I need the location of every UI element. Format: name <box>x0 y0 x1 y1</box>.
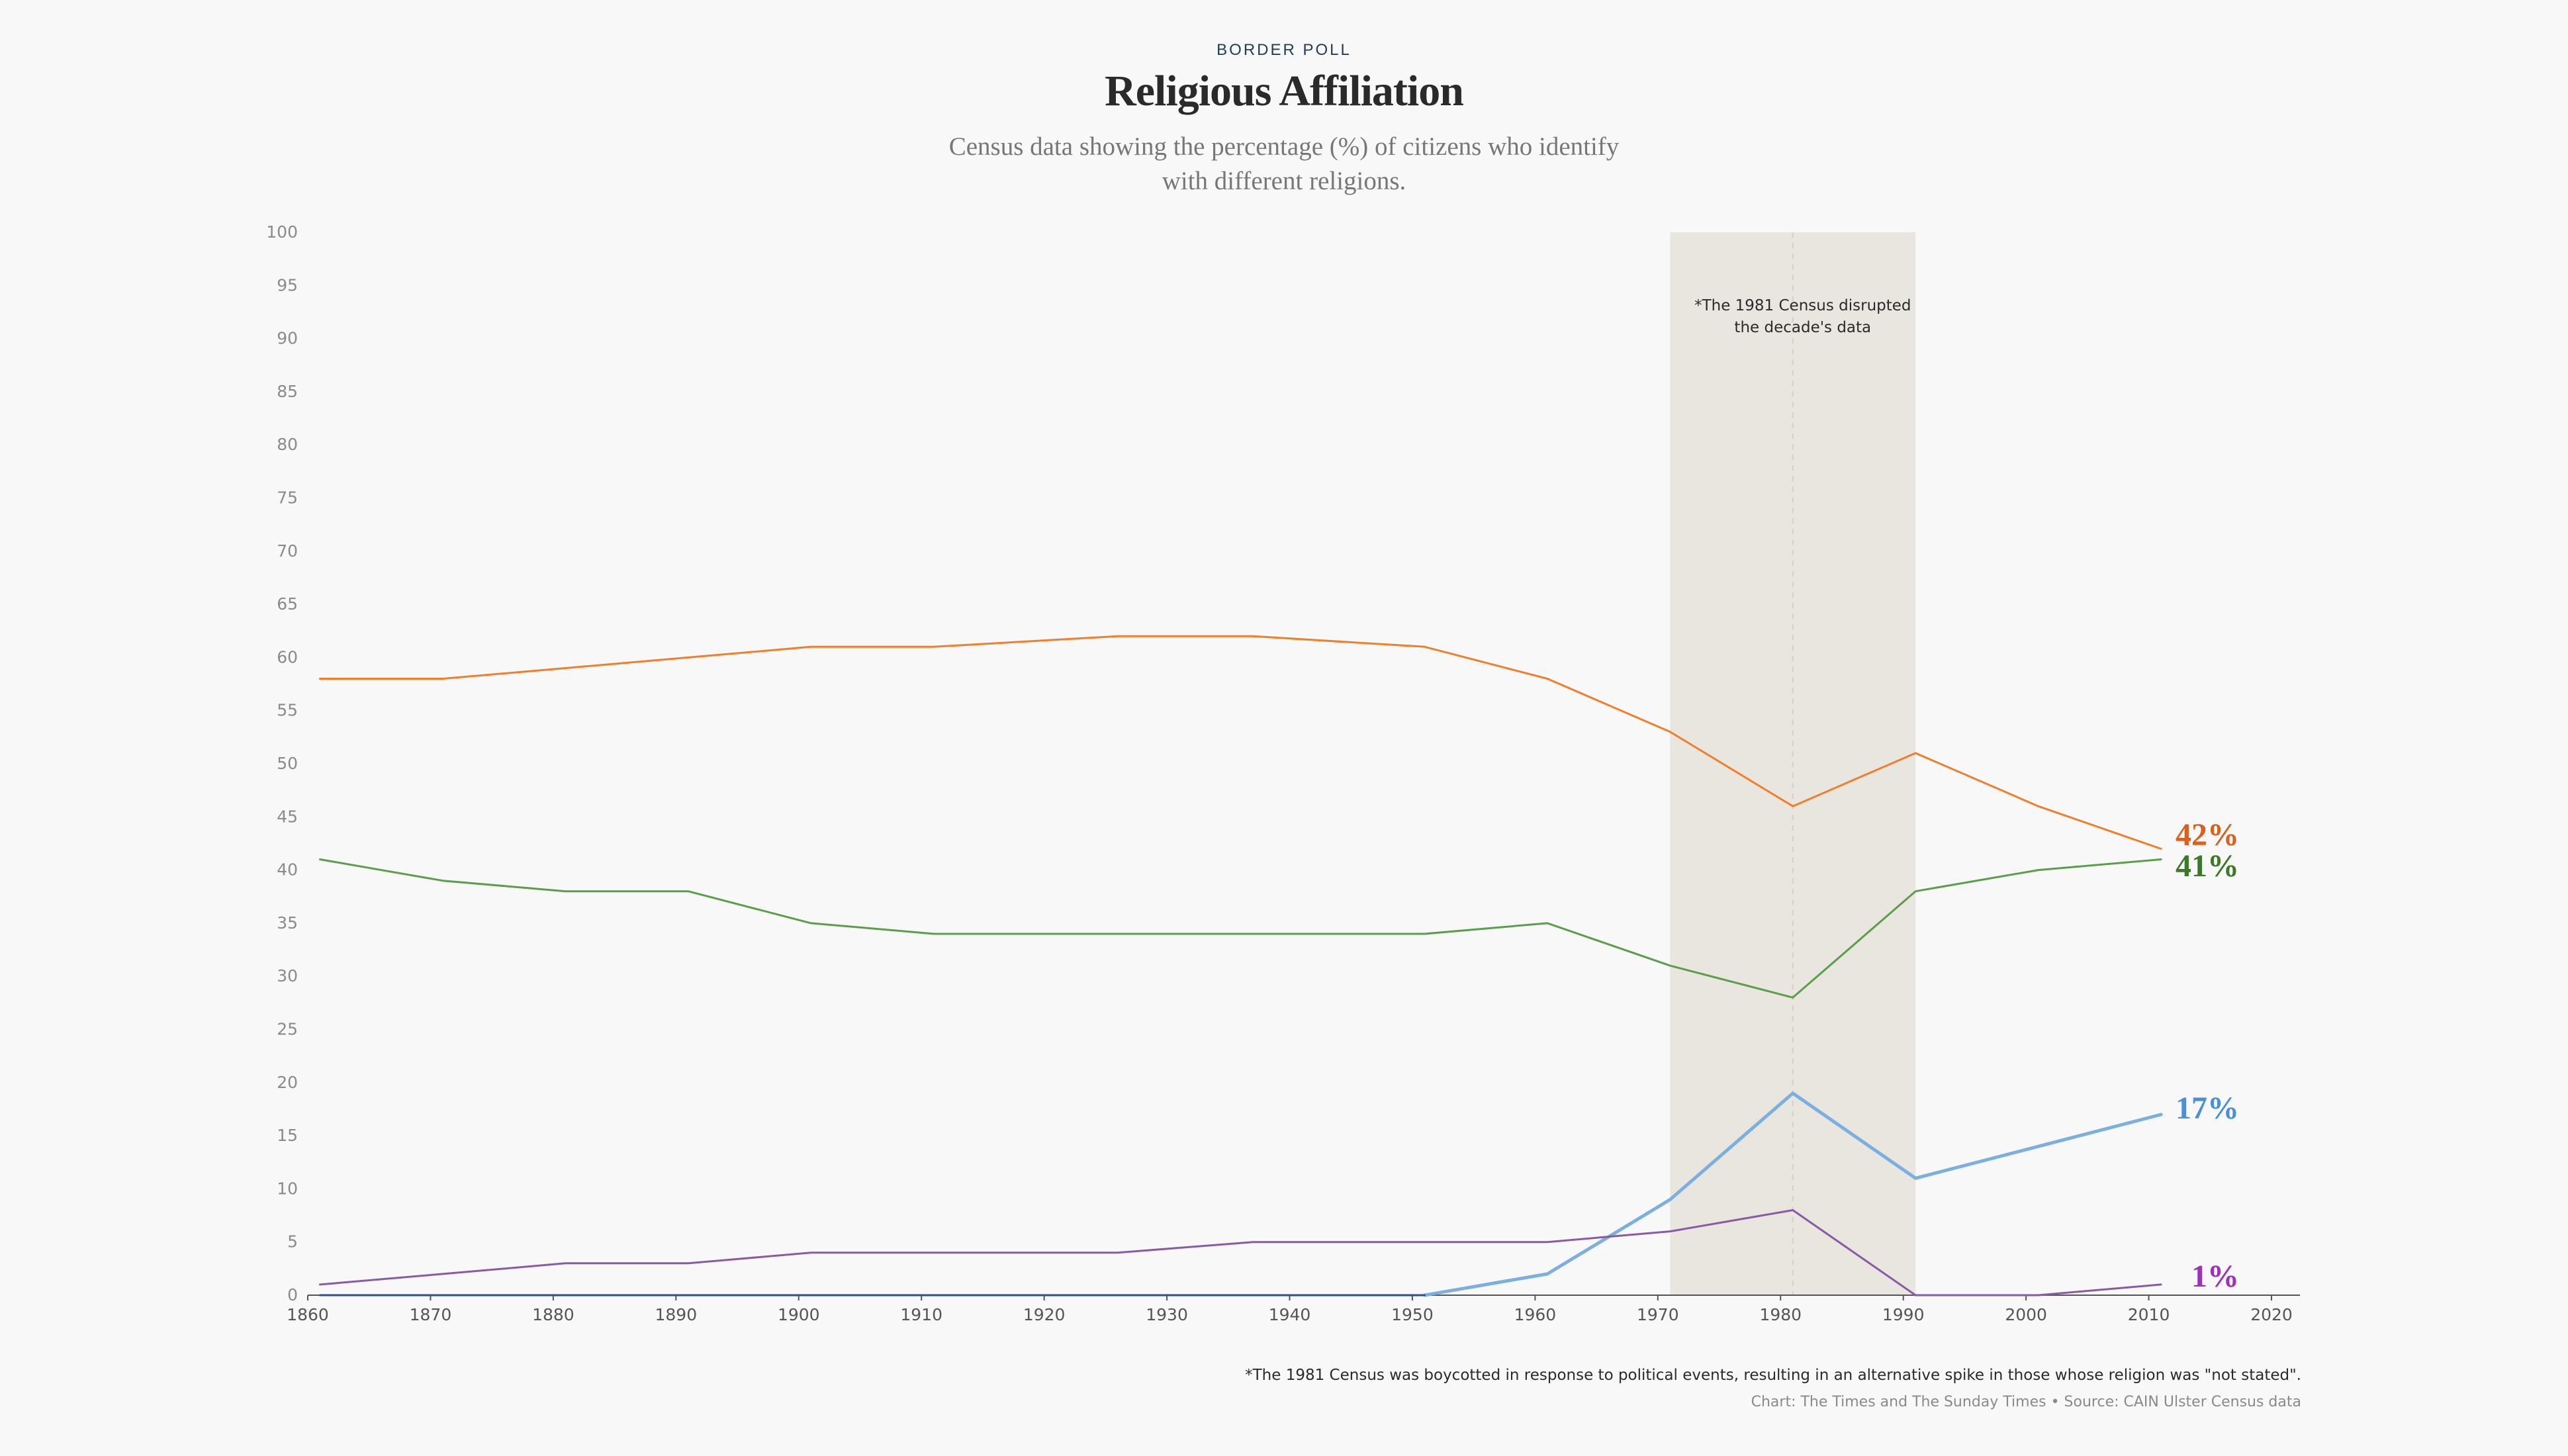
series-end-label: 17% <box>2176 1091 2239 1126</box>
x-tick-label: 1890 <box>655 1305 698 1324</box>
y-tick-label: 10 <box>277 1179 298 1198</box>
series-end-label: 1% <box>2191 1259 2239 1294</box>
series-line-2 <box>1423 1091 2163 1297</box>
y-tick-label: 25 <box>277 1020 298 1039</box>
x-tick-label: 2020 <box>2250 1305 2293 1324</box>
series-end-label: 41% <box>2176 848 2239 884</box>
y-tick-label: 65 <box>277 594 298 614</box>
x-tick-label: 2000 <box>2005 1305 2047 1324</box>
y-tick-label: 0 <box>287 1285 298 1304</box>
y-tick-label: 15 <box>277 1126 298 1145</box>
y-tick-label: 90 <box>277 329 298 348</box>
x-tick-label: 1950 <box>1391 1305 1434 1324</box>
x-tick-label: 1910 <box>900 1305 942 1324</box>
source-credit: Chart: The Times and The Sunday Times • … <box>1751 1394 2301 1410</box>
y-tick-label: 55 <box>277 701 298 720</box>
series-end-label: 42% <box>2176 817 2239 852</box>
x-tick-label: 1960 <box>1514 1305 1557 1324</box>
y-tick-label: 35 <box>277 913 298 933</box>
x-tick-label: 2010 <box>2128 1305 2170 1324</box>
y-tick-label: 5 <box>287 1232 298 1251</box>
y-tick-label: 60 <box>277 647 298 666</box>
x-tick-label: 1940 <box>1269 1305 1311 1324</box>
y-tick-label: 100 <box>266 222 298 242</box>
y-tick-label: 75 <box>277 488 298 508</box>
y-tick-label: 20 <box>277 1073 298 1092</box>
x-tick-label: 1980 <box>1759 1305 1802 1324</box>
band-annotation-line: the decade's data <box>1734 319 1871 336</box>
y-tick-label: 40 <box>277 860 298 880</box>
y-tick-label: 80 <box>277 435 298 454</box>
series-line-0 <box>319 635 2162 850</box>
x-tick-label: 1860 <box>287 1305 329 1324</box>
x-tick-label: 1870 <box>410 1305 452 1324</box>
x-tick-label: 1920 <box>1023 1305 1066 1324</box>
y-tick-label: 50 <box>277 754 298 773</box>
eyebrow-label: BORDER POLL <box>1216 41 1352 59</box>
x-tick-label: 1930 <box>1146 1305 1188 1324</box>
x-tick-label: 1990 <box>1882 1305 1925 1324</box>
y-tick-label: 30 <box>277 966 298 985</box>
x-tick-label: 1880 <box>532 1305 574 1324</box>
series-line-3 <box>319 1209 2162 1297</box>
y-tick-label: 95 <box>277 275 298 295</box>
x-tick-label: 1970 <box>1637 1305 1679 1324</box>
footnote: *The 1981 Census was boycotted in respon… <box>1245 1367 2301 1384</box>
chart-title: Religious Affiliation <box>1105 67 1464 115</box>
y-tick-label: 85 <box>277 382 298 401</box>
y-tick-label: 70 <box>277 541 298 561</box>
series-line-1 <box>319 858 2162 999</box>
y-tick-label: 45 <box>277 807 298 826</box>
chart-subtitle: Census data showing the percentage (%) o… <box>948 132 1620 195</box>
band-annotation-line: *The 1981 Census disrupted <box>1694 297 1911 314</box>
x-tick-label: 1900 <box>778 1305 820 1324</box>
